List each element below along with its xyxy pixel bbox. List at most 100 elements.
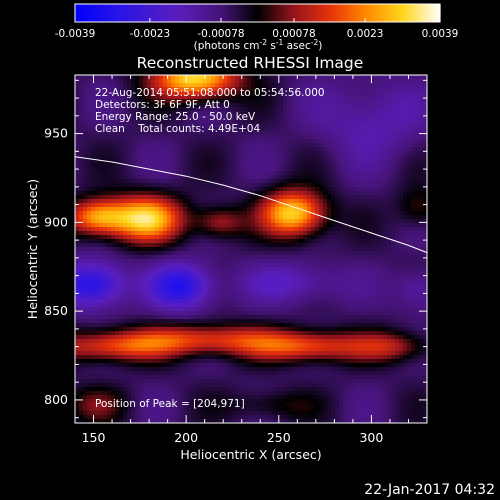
heatmap-cell xyxy=(331,179,336,184)
heatmap-cell xyxy=(323,251,328,256)
heatmap-cell xyxy=(331,127,336,132)
heatmap-cell xyxy=(411,139,416,144)
heatmap-cell xyxy=(127,195,132,200)
heatmap-cell xyxy=(87,107,92,112)
heatmap-cell xyxy=(131,187,136,192)
heatmap-cell xyxy=(307,151,312,156)
heatmap-cell xyxy=(91,211,96,216)
heatmap-cell xyxy=(263,283,268,288)
heatmap-cell xyxy=(343,239,348,244)
heatmap-cell xyxy=(111,187,116,192)
heatmap-cell xyxy=(95,167,100,172)
heatmap-cell xyxy=(283,131,288,136)
heatmap-cell xyxy=(103,267,108,272)
heatmap-cell xyxy=(195,95,200,100)
heatmap-cell xyxy=(291,123,296,128)
heatmap-cell xyxy=(275,159,280,164)
heatmap-cell xyxy=(423,231,428,236)
heatmap-cell xyxy=(259,163,264,168)
heatmap-cell xyxy=(319,211,324,216)
heatmap-cell xyxy=(315,255,320,260)
heatmap-cell xyxy=(147,179,152,184)
heatmap-cell xyxy=(395,247,400,252)
heatmap-cell xyxy=(215,243,220,248)
heatmap-cell xyxy=(239,111,244,116)
heatmap-cell xyxy=(227,91,232,96)
heatmap-cell xyxy=(127,239,132,244)
heatmap-cell xyxy=(383,111,388,116)
heatmap-cell xyxy=(235,127,240,132)
heatmap-cell xyxy=(211,143,216,148)
heatmap-cell xyxy=(231,191,236,196)
heatmap-cell xyxy=(267,195,272,200)
heatmap-cell xyxy=(423,219,428,224)
heatmap-cell xyxy=(111,247,116,252)
heatmap-cell xyxy=(103,239,108,244)
heatmap-cell xyxy=(367,143,372,148)
heatmap-cell xyxy=(123,231,128,236)
heatmap-cell xyxy=(259,179,264,184)
heatmap-cell xyxy=(103,279,108,284)
heatmap-cell xyxy=(359,131,364,136)
heatmap-cell xyxy=(247,279,252,284)
heatmap-cell xyxy=(367,155,372,160)
heatmap-cell xyxy=(247,223,252,228)
heatmap-cell xyxy=(275,207,280,212)
heatmap-cell xyxy=(271,251,276,256)
heatmap-cell xyxy=(251,143,256,148)
heatmap-cell xyxy=(279,255,284,260)
heatmap-cell xyxy=(151,115,156,120)
heatmap-cell xyxy=(291,271,296,276)
heatmap-cell xyxy=(223,235,228,240)
heatmap-cell xyxy=(95,115,100,120)
heatmap-cell xyxy=(123,287,128,292)
heatmap-cell xyxy=(335,135,340,140)
heatmap-cell xyxy=(255,143,260,148)
heatmap-cell xyxy=(263,175,268,180)
heatmap-cell xyxy=(99,91,104,96)
heatmap-cell xyxy=(251,223,256,228)
heatmap-cell xyxy=(387,99,392,104)
heatmap-cell xyxy=(235,171,240,176)
heatmap-cell xyxy=(375,223,380,228)
heatmap-cell xyxy=(147,131,152,136)
heatmap-cell xyxy=(395,83,400,88)
heatmap-cell xyxy=(299,155,304,160)
heatmap-cell xyxy=(199,95,204,100)
heatmap-cell xyxy=(111,279,116,284)
heatmap-cell xyxy=(235,207,240,212)
heatmap-cell xyxy=(123,179,128,184)
heatmap-cell xyxy=(375,203,380,208)
heatmap-cell xyxy=(407,239,412,244)
heatmap-cell xyxy=(379,251,384,256)
heatmap-cell xyxy=(179,147,184,152)
heatmap-cell xyxy=(399,251,404,256)
heatmap-cell xyxy=(407,131,412,136)
heatmap-cell xyxy=(379,267,384,272)
heatmap-cell xyxy=(391,263,396,268)
heatmap-cell xyxy=(303,187,308,192)
heatmap-cell xyxy=(155,123,160,128)
heatmap-cell xyxy=(271,167,276,172)
heatmap-cell xyxy=(383,175,388,180)
heatmap-cell xyxy=(355,243,360,248)
heatmap-cell xyxy=(383,287,388,292)
heatmap-cell xyxy=(119,263,124,268)
heatmap-cell xyxy=(403,267,408,272)
heatmap-cell xyxy=(403,211,408,216)
heatmap-cell xyxy=(271,107,276,112)
heatmap-cell xyxy=(303,195,308,200)
heatmap-cell xyxy=(335,243,340,248)
heatmap-cell xyxy=(259,151,264,156)
heatmap-cell xyxy=(315,147,320,152)
heatmap-cell xyxy=(395,199,400,204)
heatmap-cell xyxy=(183,87,188,92)
heatmap-cell xyxy=(335,215,340,220)
heatmap-cell xyxy=(379,283,384,288)
colorbar-cell xyxy=(394,4,399,22)
heatmap-cell xyxy=(143,255,148,260)
heatmap-cell xyxy=(263,279,268,284)
heatmap-cell xyxy=(239,115,244,120)
heatmap-cell xyxy=(311,239,316,244)
heatmap-cell xyxy=(275,151,280,156)
